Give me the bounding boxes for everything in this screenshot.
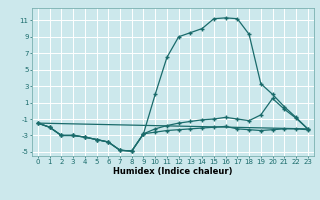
X-axis label: Humidex (Indice chaleur): Humidex (Indice chaleur) [113,167,233,176]
